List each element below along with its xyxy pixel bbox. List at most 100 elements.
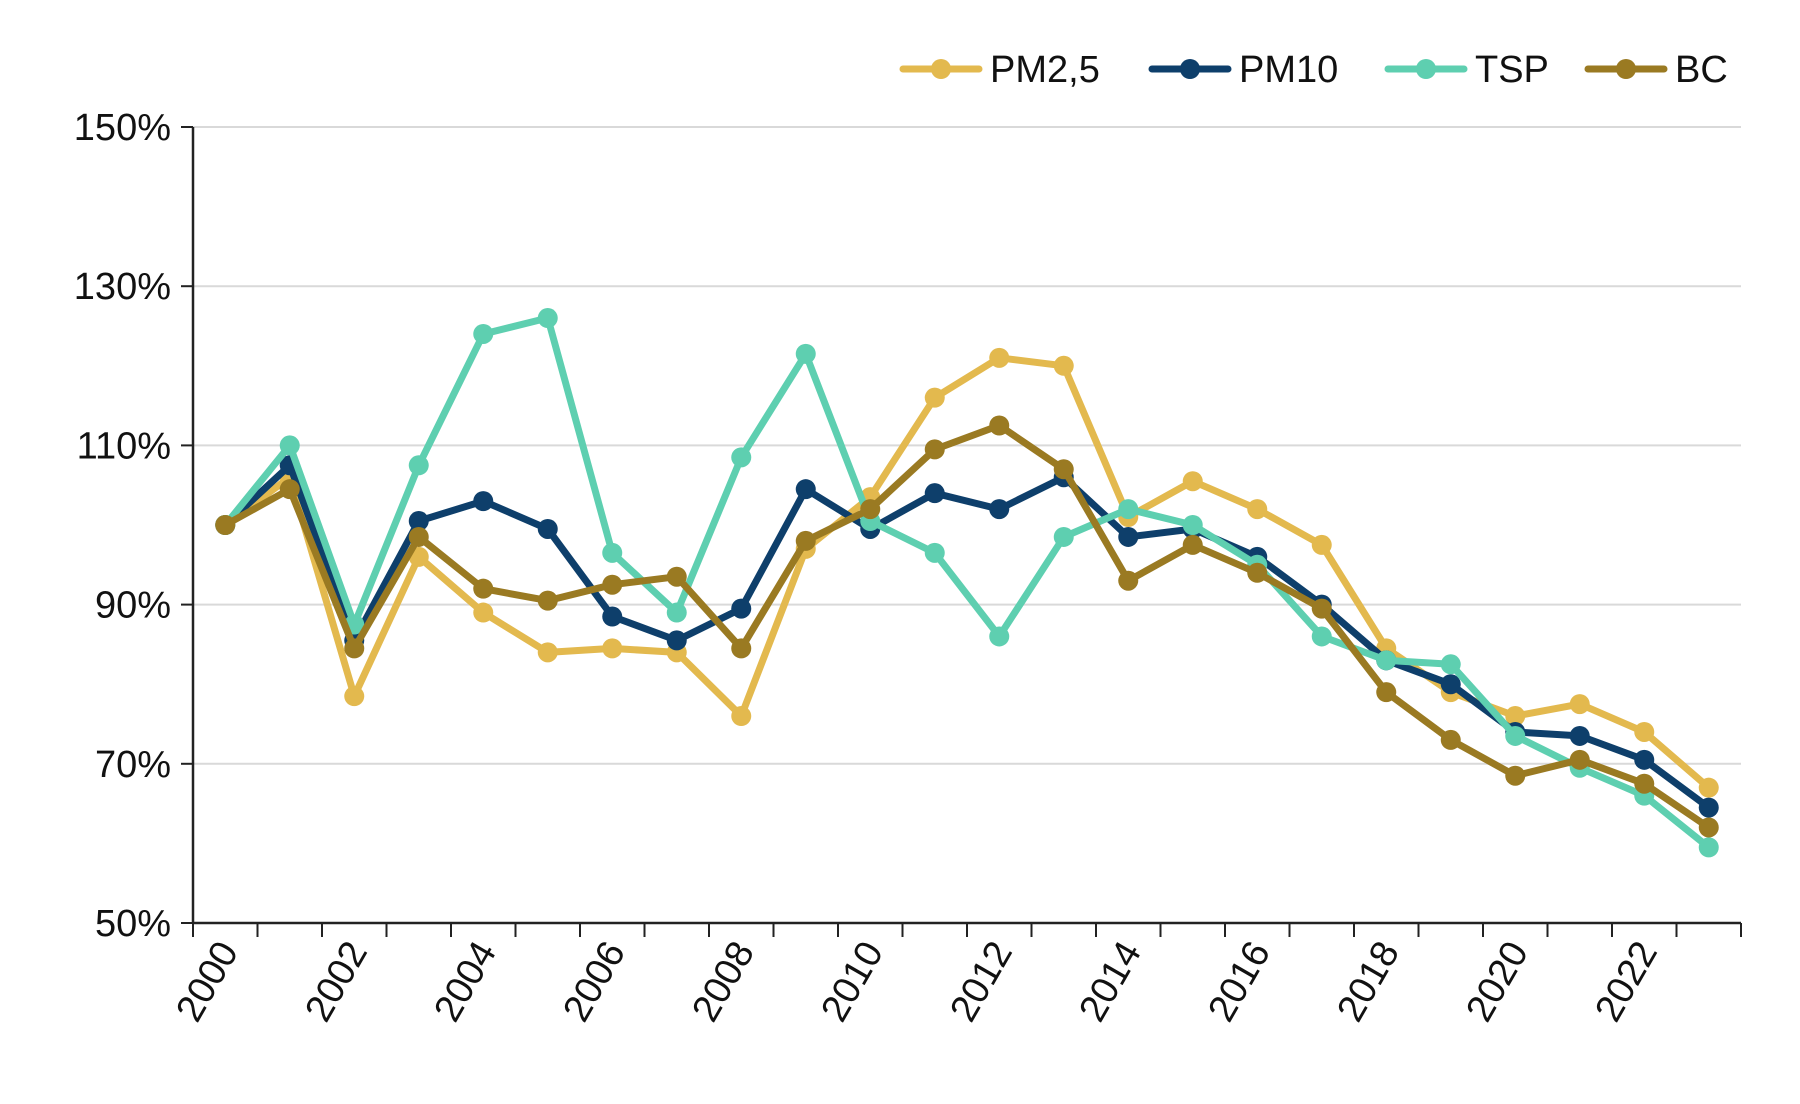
x-tick-label: 2000	[168, 935, 247, 1029]
series-line	[221, 314, 1713, 851]
y-tick-label: 110%	[77, 425, 171, 467]
data-point	[344, 638, 365, 659]
data-point	[666, 630, 687, 651]
data-point	[1053, 355, 1074, 376]
data-point	[215, 515, 236, 535]
y-tick-label: 90%	[95, 585, 171, 627]
x-tick-label: 2020	[1458, 935, 1537, 1029]
data-point	[1182, 515, 1203, 535]
data-point	[473, 323, 494, 344]
legend-item: PM10	[1148, 49, 1338, 91]
x-tick-label: 2006	[555, 935, 634, 1029]
data-point	[731, 598, 752, 619]
x-tick-label: 2004	[426, 935, 505, 1029]
data-point	[408, 455, 429, 476]
gridlines	[193, 126, 1741, 765]
data-point	[1118, 526, 1139, 547]
data-point	[731, 638, 752, 659]
legend-swatch-marker	[1616, 59, 1636, 79]
data-point	[1569, 725, 1590, 746]
data-point	[473, 578, 494, 599]
data-point	[1311, 598, 1332, 619]
data-point	[1440, 654, 1461, 675]
data-point	[1118, 499, 1139, 520]
data-point	[537, 642, 558, 663]
data-point	[1053, 459, 1074, 480]
data-point	[1311, 626, 1332, 647]
data-point	[473, 491, 494, 512]
data-point	[1698, 837, 1719, 858]
data-point	[602, 542, 623, 563]
data-point	[537, 518, 558, 539]
series-line	[221, 461, 1713, 812]
data-point	[1698, 817, 1719, 838]
data-point	[1182, 534, 1203, 555]
x-tick-label: 2012	[942, 935, 1021, 1029]
data-point	[1569, 749, 1590, 770]
x-tick-label: 2008	[684, 935, 763, 1029]
data-point	[602, 606, 623, 627]
data-point	[1053, 526, 1074, 547]
data-point	[1440, 674, 1461, 695]
legend-item: TSP	[1384, 49, 1549, 91]
data-point	[1698, 797, 1719, 818]
legend: PM2,5 PM10 TSP BC	[899, 49, 1728, 91]
data-point	[795, 530, 816, 551]
data-point	[344, 686, 365, 707]
legend-item: BC	[1584, 49, 1728, 91]
data-point	[924, 439, 945, 460]
data-point	[537, 308, 558, 329]
y-tick-label: 150%	[74, 107, 171, 149]
data-point	[924, 483, 945, 504]
x-tick-label: 2016	[1200, 935, 1279, 1029]
legend-swatch-marker	[931, 59, 951, 79]
data-point	[1118, 570, 1139, 591]
data-point	[1569, 694, 1590, 715]
data-point	[731, 706, 752, 727]
legend-label: PM2,5	[990, 49, 1100, 91]
legend-swatch-marker	[1416, 59, 1436, 79]
x-tick-label: 2022	[1587, 935, 1666, 1029]
data-point	[666, 602, 687, 623]
x-tick-label: 2010	[813, 935, 892, 1029]
legend-label: BC	[1675, 49, 1728, 91]
data-point	[795, 343, 816, 364]
data-point	[989, 415, 1010, 436]
data-point	[408, 526, 429, 547]
series-line	[221, 354, 1713, 792]
data-point	[1634, 773, 1655, 794]
x-axis-ticks: 2000 2002 2004 2006 2008 2010 2012 2014 2016 2018…	[168, 923, 1742, 1029]
legend-item: PM2,5	[899, 49, 1100, 91]
data-point	[279, 435, 300, 456]
y-tick-label: 50%	[95, 903, 171, 945]
legend-label: TSP	[1475, 49, 1549, 91]
data-point	[1505, 706, 1526, 727]
data-point	[989, 499, 1010, 520]
data-point	[602, 574, 623, 595]
series-lines	[215, 308, 1719, 858]
data-point	[989, 626, 1010, 647]
data-point	[408, 511, 429, 532]
data-point	[731, 447, 752, 468]
y-axis-ticks: 50% 70% 90% 110% 130% 150%	[74, 107, 193, 945]
data-point	[1698, 777, 1719, 798]
data-point	[666, 566, 687, 587]
data-point	[924, 542, 945, 563]
data-point	[473, 602, 494, 623]
data-point	[860, 499, 881, 520]
data-point	[1376, 682, 1397, 703]
series-bc	[215, 415, 1719, 838]
data-point	[1376, 650, 1397, 671]
x-tick-label: 2014	[1071, 935, 1150, 1029]
data-point	[1182, 471, 1203, 492]
data-point	[537, 590, 558, 611]
data-point	[1311, 534, 1332, 555]
data-point	[1634, 721, 1655, 742]
data-point	[1505, 765, 1526, 786]
data-point	[279, 479, 300, 500]
x-tick-label: 2002	[297, 935, 376, 1029]
data-point	[1247, 499, 1268, 520]
data-point	[924, 387, 945, 408]
data-point	[1247, 562, 1268, 583]
